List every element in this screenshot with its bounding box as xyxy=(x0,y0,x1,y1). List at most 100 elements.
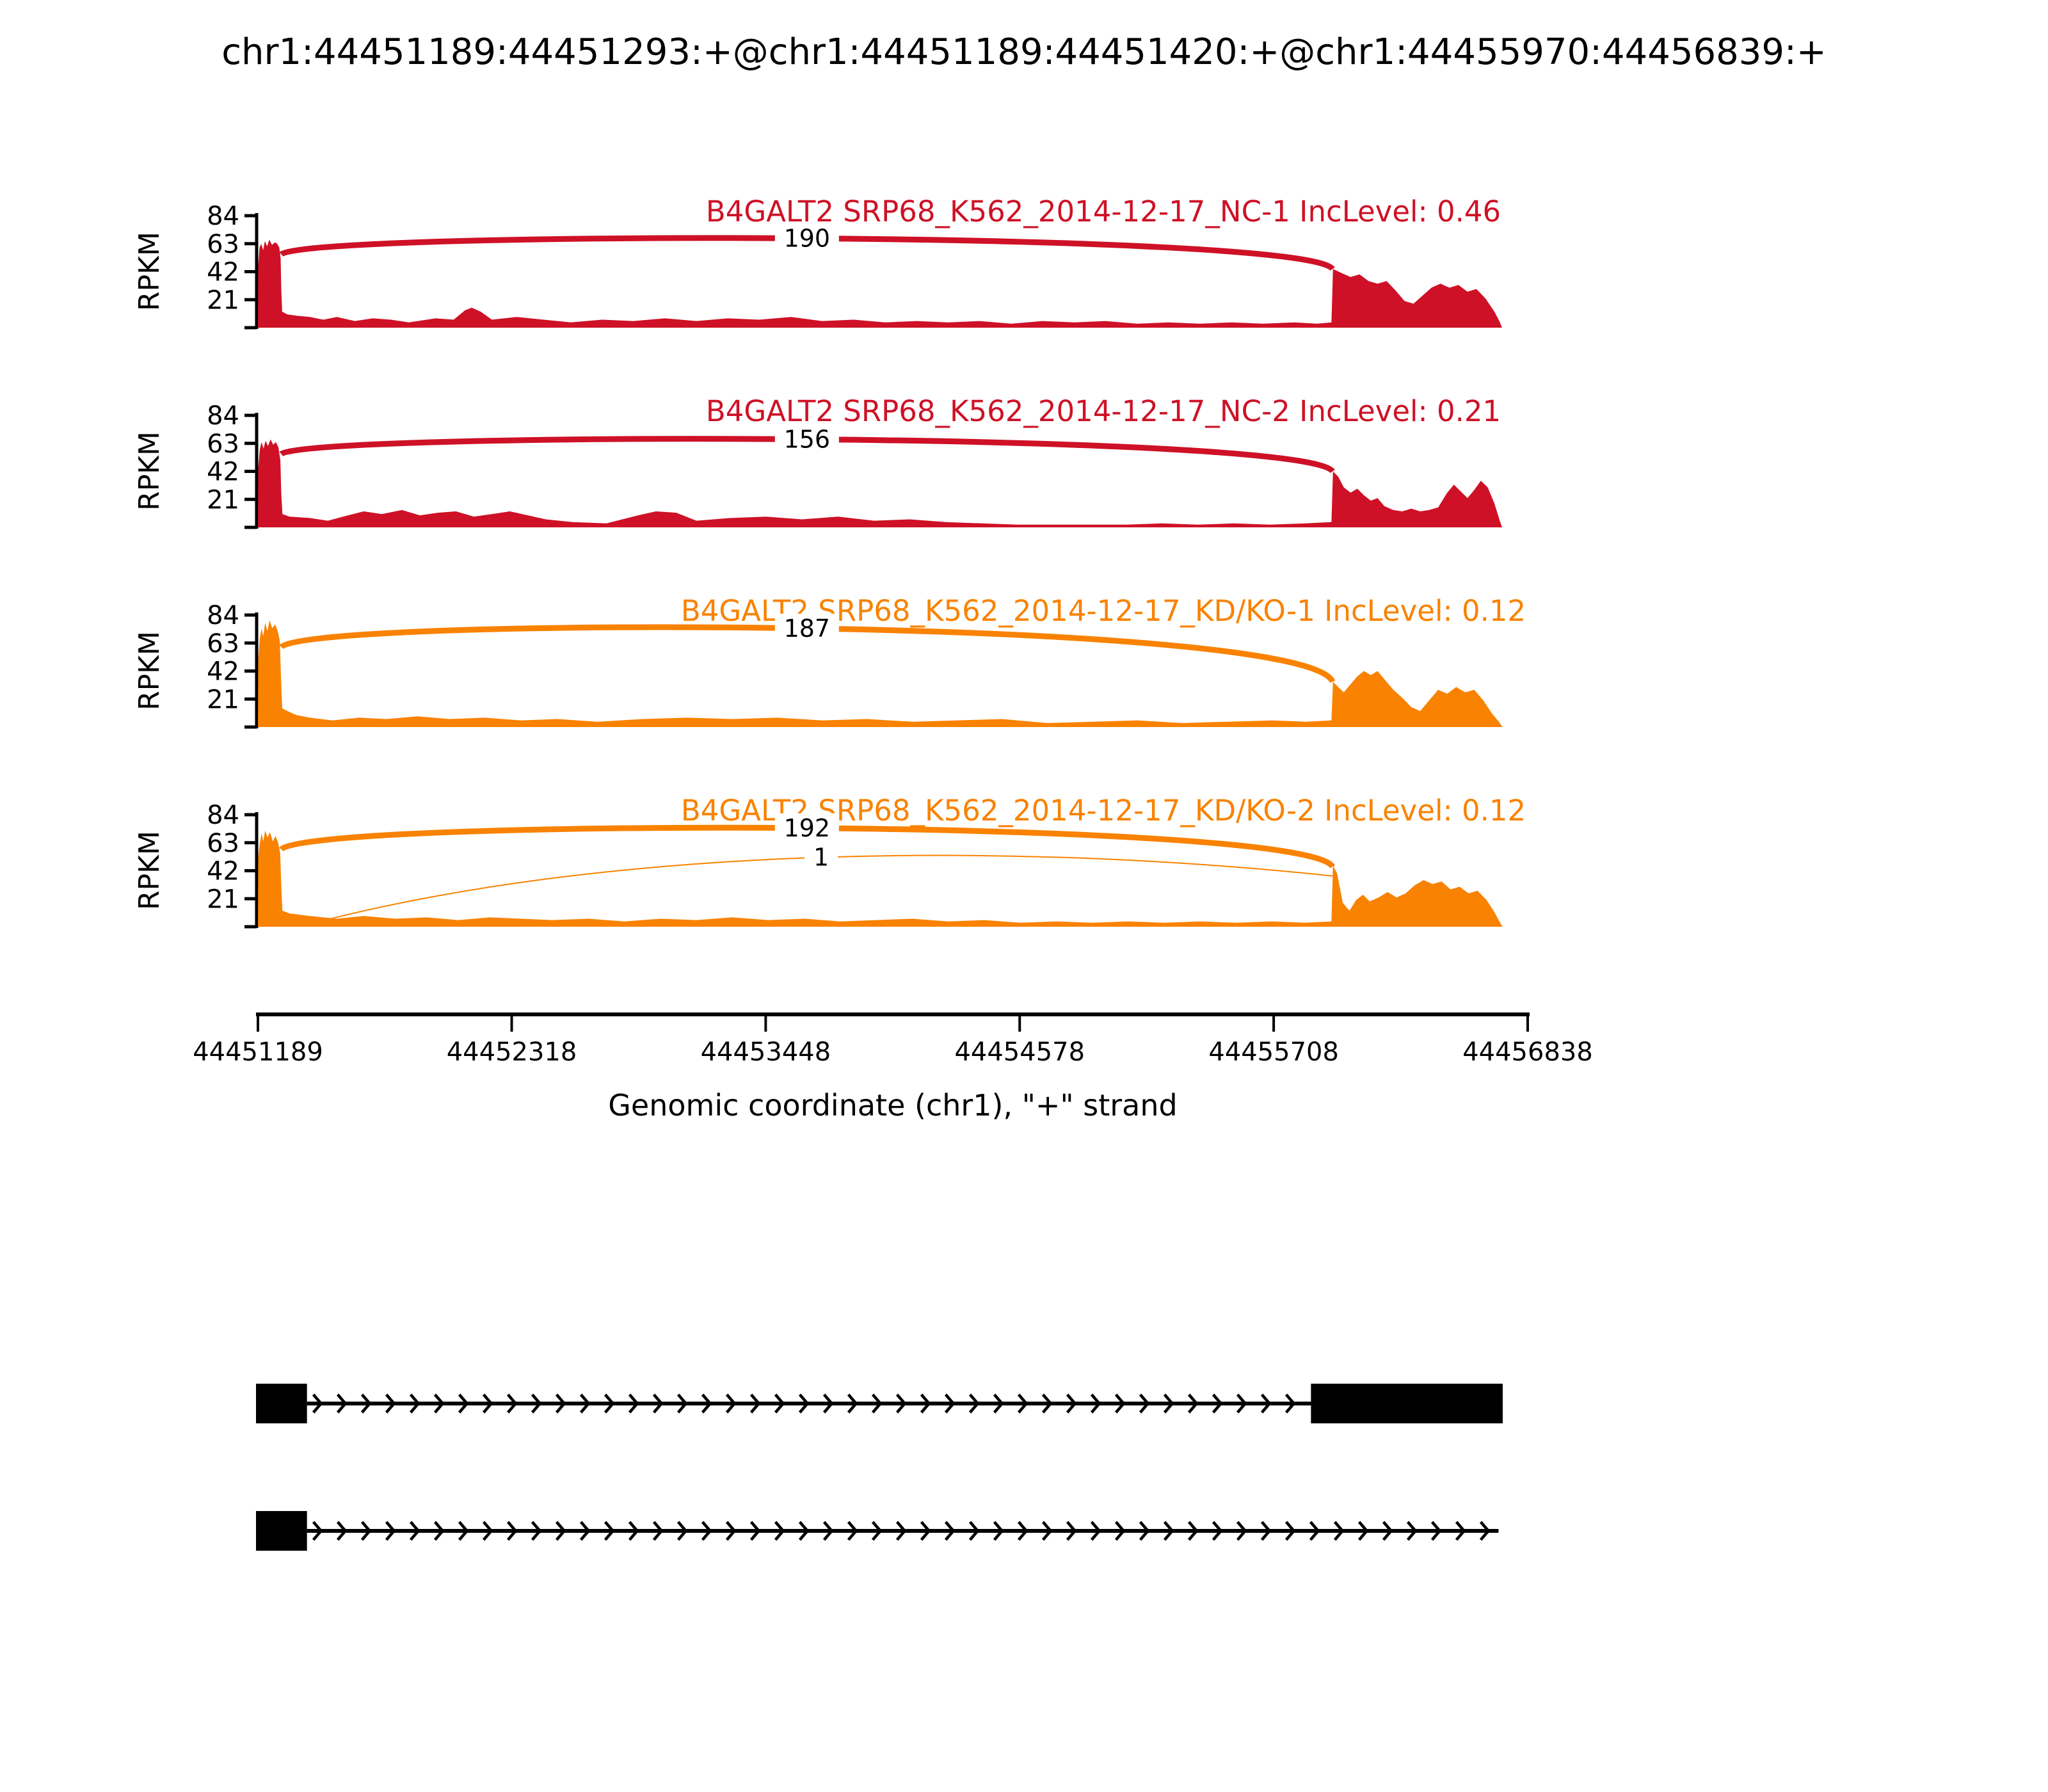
y-tick-label: 42 xyxy=(207,657,239,687)
strand-arrow-icon xyxy=(968,1393,980,1414)
strand-arrow-icon xyxy=(1260,1393,1272,1414)
strand-arrow-icon xyxy=(1114,1393,1126,1414)
strand-arrow-icon xyxy=(1430,1521,1442,1541)
track-1: B4GALT2 SRP68_K562_2014-12-17_NC-2 IncLe… xyxy=(133,394,1502,529)
strand-arrow-icon xyxy=(920,1521,931,1541)
strand-arrow-icon xyxy=(555,1393,566,1414)
strand-arrow-icon xyxy=(847,1521,858,1541)
strand-arrow-icon xyxy=(1114,1521,1126,1541)
strand-arrow-icon xyxy=(360,1393,372,1414)
y-tick-label: 42 xyxy=(207,458,239,487)
strand-arrow-icon xyxy=(725,1521,737,1541)
strand-arrow-icon xyxy=(1163,1521,1174,1541)
strand-arrow-icon xyxy=(312,1393,323,1414)
strand-arrow-icon xyxy=(1017,1521,1028,1541)
strand-arrow-icon xyxy=(1066,1521,1077,1541)
strand-arrow-icon xyxy=(336,1393,348,1414)
strand-arrow-icon xyxy=(336,1521,348,1541)
y-axis-title: RPKM xyxy=(133,232,166,311)
strand-arrow-icon xyxy=(774,1393,785,1414)
strand-arrow-icon xyxy=(652,1521,664,1541)
junction-label-gap xyxy=(774,813,839,843)
y-axis-title: RPKM xyxy=(133,431,166,511)
strand-arrow-icon xyxy=(1187,1393,1199,1414)
y-tick-label: 84 xyxy=(207,202,239,231)
y-tick-label: 63 xyxy=(207,429,239,459)
y-tick-label: 63 xyxy=(207,230,239,259)
transcript-exon xyxy=(256,1384,307,1423)
strand-arrow-icon xyxy=(1309,1521,1320,1541)
strand-arrow-icon xyxy=(798,1521,810,1541)
strand-arrow-icon xyxy=(458,1393,469,1414)
event-coordinates-title: chr1:44451189:44451293:+@chr1:44451189:4… xyxy=(221,31,1827,73)
strand-arrow-icon xyxy=(604,1521,615,1541)
x-tick-label: 44453448 xyxy=(701,1037,831,1067)
strand-arrow-icon xyxy=(506,1393,518,1414)
strand-arrow-icon xyxy=(1212,1521,1223,1541)
strand-arrow-icon xyxy=(1139,1393,1150,1414)
strand-arrow-icon xyxy=(1041,1393,1053,1414)
strand-arrow-icon xyxy=(1479,1521,1491,1541)
x-tick-label: 44456838 xyxy=(1462,1037,1593,1067)
strand-arrow-icon xyxy=(555,1521,566,1541)
strand-arrow-icon xyxy=(579,1521,591,1541)
track-title: B4GALT2 SRP68_K562_2014-12-17_NC-2 IncLe… xyxy=(706,394,1501,428)
strand-arrow-icon xyxy=(725,1393,737,1414)
strand-arrow-icon xyxy=(920,1393,931,1414)
strand-arrow-icon xyxy=(798,1393,810,1414)
x-tick-label: 44452318 xyxy=(447,1037,577,1067)
coverage-area xyxy=(258,620,1503,727)
junction-label-gap xyxy=(774,613,839,643)
x-tick-label: 44451189 xyxy=(193,1037,323,1067)
strand-arrow-icon xyxy=(1284,1521,1296,1541)
strand-arrow-icon xyxy=(1406,1521,1418,1541)
strand-arrow-icon xyxy=(531,1521,542,1541)
junction-count-label: 190 xyxy=(784,224,831,252)
strand-arrow-icon xyxy=(531,1393,542,1414)
transcript-0 xyxy=(256,1384,1503,1423)
strand-arrow-icon xyxy=(458,1521,469,1541)
strand-arrow-icon xyxy=(604,1393,615,1414)
strand-arrow-icon xyxy=(312,1521,323,1541)
strand-arrow-icon xyxy=(1090,1393,1101,1414)
x-axis: 44451189 44452318 44453448 44454578 44455708… xyxy=(193,1012,1593,1123)
y-tick-label: 42 xyxy=(207,258,239,287)
strand-arrow-icon xyxy=(433,1393,445,1414)
strand-arrow-icon xyxy=(895,1393,907,1414)
strand-arrow-icon xyxy=(482,1393,493,1414)
strand-arrow-icon xyxy=(1187,1521,1199,1541)
coverage-area xyxy=(258,831,1503,927)
strand-arrow-icon xyxy=(944,1393,956,1414)
y-tick-label: 42 xyxy=(207,857,239,886)
strand-arrow-icon xyxy=(1163,1393,1174,1414)
track-title: B4GALT2 SRP68_K562_2014-12-17_NC-1 IncLe… xyxy=(706,195,1501,228)
x-tick-label: 44454578 xyxy=(954,1037,1085,1067)
strand-arrow-icon xyxy=(1090,1521,1101,1541)
strand-arrow-icon xyxy=(895,1521,907,1541)
strand-arrow-icon xyxy=(409,1521,420,1541)
strand-arrow-icon xyxy=(482,1521,493,1541)
strand-arrow-icon xyxy=(1236,1393,1247,1414)
junction-count-label: 192 xyxy=(784,814,831,842)
coverage-area xyxy=(258,239,1502,328)
junction-count-label: 187 xyxy=(784,614,831,643)
y-tick-label: 84 xyxy=(207,801,239,830)
track-2: B4GALT2 SRP68_K562_2014-12-17_KD/KO-1 In… xyxy=(133,594,1526,729)
strand-arrow-icon xyxy=(1041,1521,1053,1541)
strand-arrow-icon xyxy=(676,1393,688,1414)
strand-arrow-icon xyxy=(822,1393,834,1414)
y-tick-label: 21 xyxy=(207,285,239,315)
strand-arrow-icon xyxy=(871,1393,883,1414)
strand-arrow-icon xyxy=(1284,1393,1296,1414)
strand-arrow-icon xyxy=(871,1521,883,1541)
y-tick-label: 84 xyxy=(207,601,239,630)
y-axis-title: RPKM xyxy=(133,831,166,910)
x-axis-title: Genomic coordinate (chr1), "+" strand xyxy=(608,1088,1177,1123)
junction-label-gap xyxy=(774,223,839,253)
junction-count-label: 156 xyxy=(784,426,831,454)
strand-arrow-icon xyxy=(579,1393,591,1414)
strand-arrow-icon xyxy=(628,1393,639,1414)
strand-arrow-icon xyxy=(1236,1521,1247,1541)
coverage-area xyxy=(258,439,1502,527)
